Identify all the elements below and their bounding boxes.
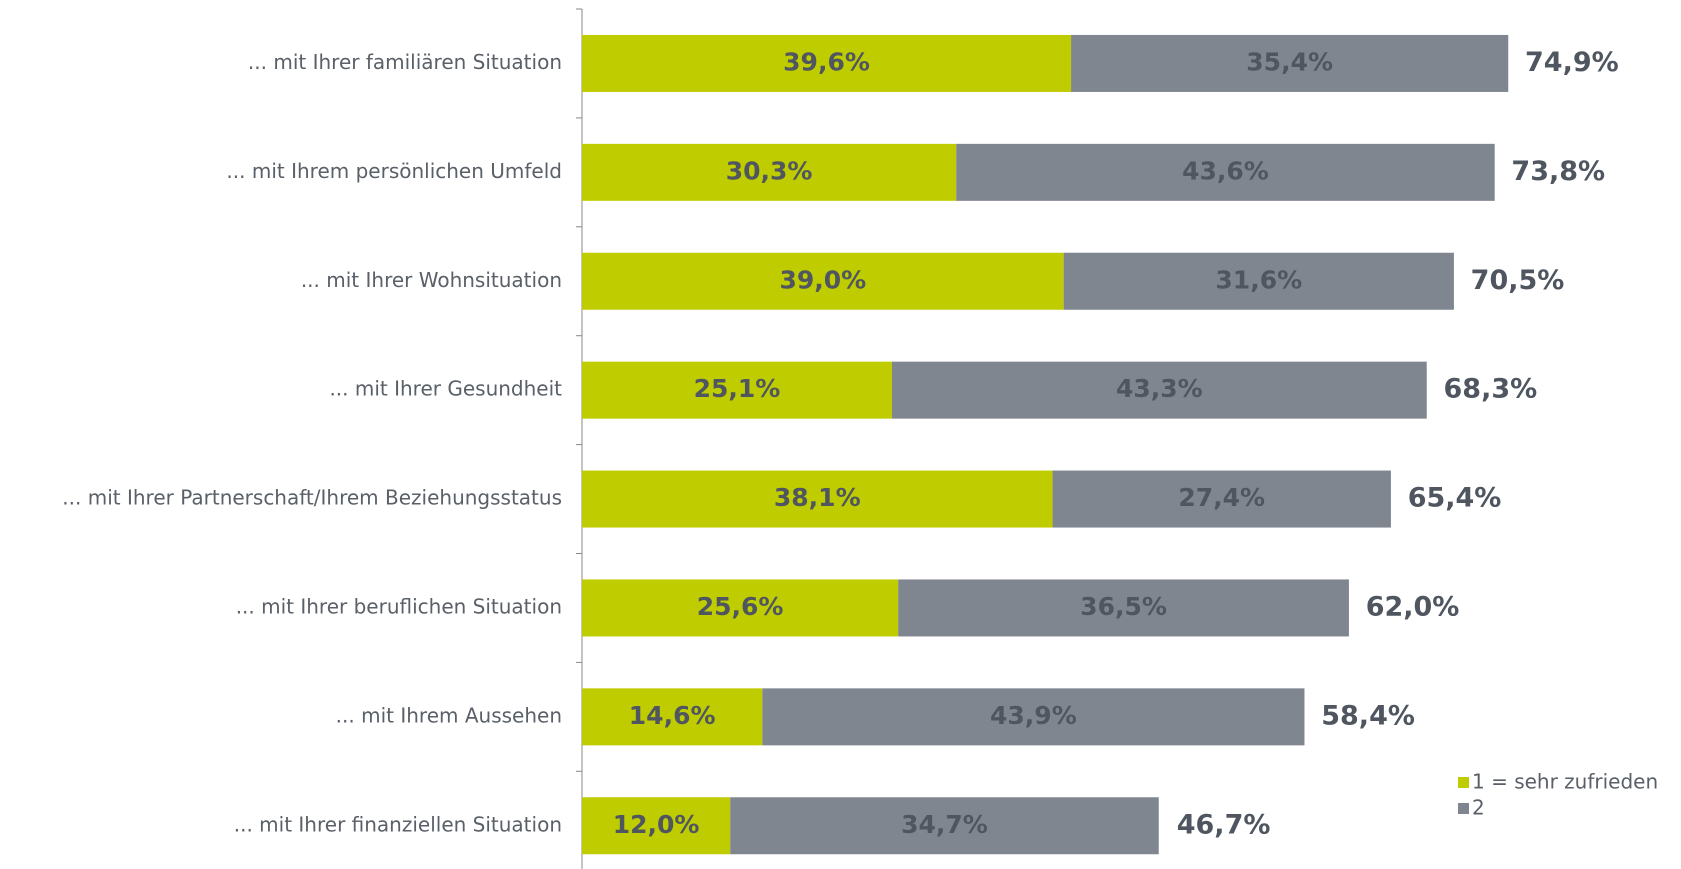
- value-label: 39,6%: [783, 47, 870, 76]
- category-label: ... mit Ihrer Wohnsituation: [301, 268, 562, 292]
- value-label: 38,1%: [774, 483, 861, 512]
- bar-segment: [582, 470, 1053, 528]
- value-label: 12,0%: [613, 810, 700, 839]
- value-label: 34,7%: [901, 810, 988, 839]
- total-label: 65,4%: [1408, 483, 1502, 514]
- value-label: 43,9%: [990, 701, 1077, 730]
- total-label: 46,7%: [1177, 809, 1271, 840]
- bar-segment: [1063, 252, 1454, 310]
- bar-segment: [582, 252, 1064, 310]
- total-label: 74,9%: [1525, 47, 1619, 78]
- value-label: 27,4%: [1178, 483, 1265, 512]
- bar-segment: [582, 797, 731, 855]
- legend-swatch: [1458, 777, 1469, 788]
- category-label: ... mit Ihrer finanziellen Situation: [234, 812, 562, 836]
- total-label: 58,4%: [1321, 700, 1415, 731]
- value-label: 25,6%: [697, 592, 784, 621]
- bar-segment: [582, 143, 957, 201]
- total-label: 62,0%: [1366, 591, 1460, 622]
- value-label: 35,4%: [1246, 47, 1333, 76]
- category-label: ... mit Ihrer beruflichen Situation: [236, 594, 562, 618]
- value-label: 39,0%: [779, 265, 866, 294]
- total-label: 73,8%: [1511, 156, 1605, 187]
- bar-segment: [1052, 470, 1391, 528]
- bar-segment: [891, 361, 1427, 419]
- category-label: ... mit Ihrer Gesundheit: [329, 377, 562, 401]
- total-label: 70,5%: [1471, 265, 1565, 296]
- total-label: 68,3%: [1444, 374, 1538, 405]
- value-label: 14,6%: [629, 701, 716, 730]
- bar-segment: [582, 361, 892, 419]
- bar-segment: [956, 143, 1495, 201]
- value-label: 30,3%: [726, 156, 813, 185]
- legend-label: 2: [1472, 796, 1485, 820]
- category-label: ... mit Ihrem Aussehen: [336, 703, 562, 727]
- bar-segment: [582, 34, 1072, 92]
- bar-segment: [582, 579, 899, 637]
- value-label: 36,5%: [1080, 592, 1167, 621]
- value-label: 25,1%: [694, 374, 781, 403]
- category-label: ... mit Ihrer familiären Situation: [248, 50, 562, 74]
- bar-segment: [1071, 34, 1509, 92]
- value-label: 43,6%: [1182, 156, 1269, 185]
- legend-label: 1 = sehr zufrieden: [1472, 770, 1658, 794]
- category-label: ... mit Ihrer Partnerschaft/Ihrem Bezieh…: [62, 486, 562, 510]
- category-label: ... mit Ihrem persönlichen Umfeld: [226, 159, 562, 183]
- value-label: 31,6%: [1215, 265, 1302, 294]
- legend-swatch: [1458, 803, 1469, 814]
- bar-segment: [582, 688, 763, 746]
- bar-segment: [898, 579, 1349, 637]
- bar-segment: [762, 688, 1305, 746]
- bar-segment: [730, 797, 1159, 855]
- value-label: 43,3%: [1116, 374, 1203, 403]
